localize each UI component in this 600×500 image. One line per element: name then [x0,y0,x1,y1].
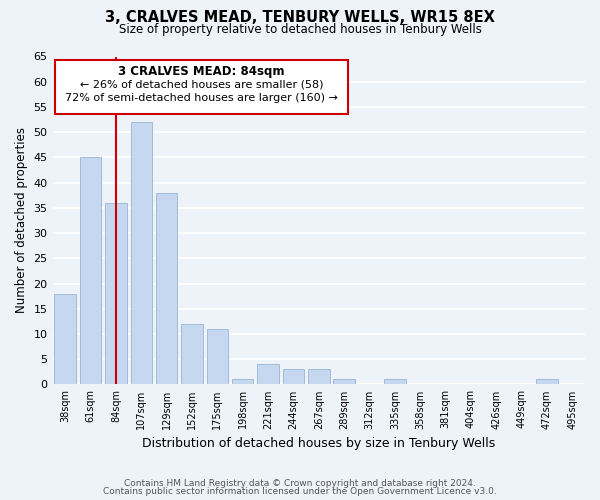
Text: Contains public sector information licensed under the Open Government Licence v3: Contains public sector information licen… [103,487,497,496]
Bar [131,122,152,384]
Text: 72% of semi-detached houses are larger (160) →: 72% of semi-detached houses are larger (… [65,92,338,102]
Bar [156,192,178,384]
Text: Contains HM Land Registry data © Crown copyright and database right 2024.: Contains HM Land Registry data © Crown c… [124,478,476,488]
Bar [536,380,558,384]
Bar [257,364,279,384]
X-axis label: Distribution of detached houses by size in Tenbury Wells: Distribution of detached houses by size … [142,437,496,450]
Bar [206,329,228,384]
Bar [308,370,329,384]
Text: ← 26% of detached houses are smaller (58): ← 26% of detached houses are smaller (58… [80,80,323,90]
Text: Size of property relative to detached houses in Tenbury Wells: Size of property relative to detached ho… [119,22,481,36]
Bar [105,203,127,384]
Bar [283,370,304,384]
Bar [384,380,406,384]
Bar [80,158,101,384]
Bar [181,324,203,384]
Text: 3 CRALVES MEAD: 84sqm: 3 CRALVES MEAD: 84sqm [118,64,285,78]
Bar [55,294,76,384]
Bar [232,380,253,384]
FancyBboxPatch shape [55,60,348,114]
Y-axis label: Number of detached properties: Number of detached properties [15,128,28,314]
Bar [334,380,355,384]
Text: 3, CRALVES MEAD, TENBURY WELLS, WR15 8EX: 3, CRALVES MEAD, TENBURY WELLS, WR15 8EX [105,10,495,25]
